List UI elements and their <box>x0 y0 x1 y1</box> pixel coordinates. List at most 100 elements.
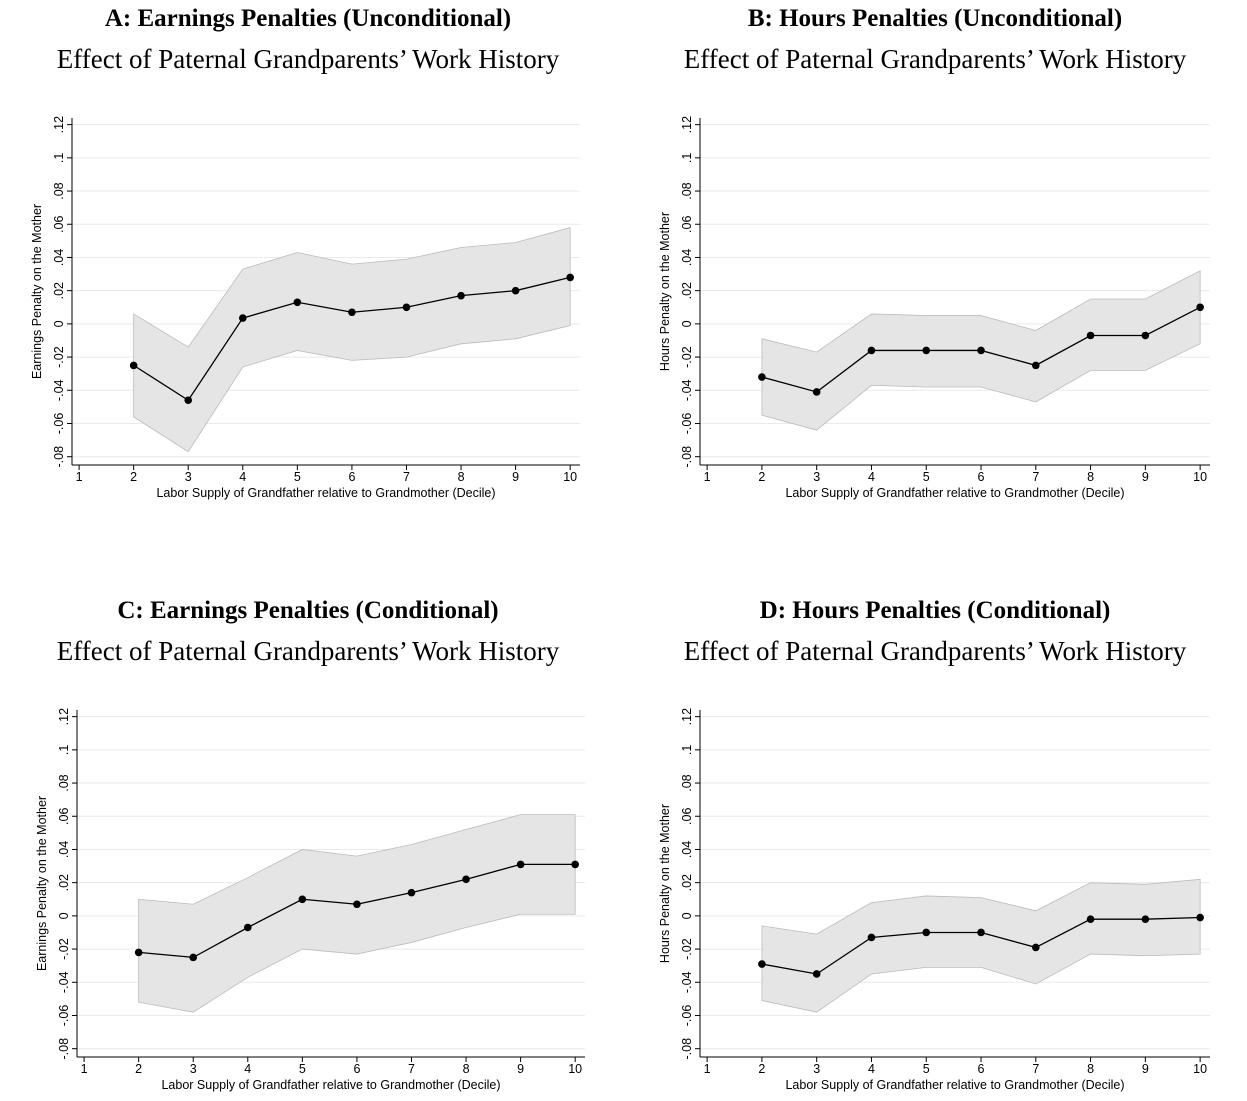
estimate-point <box>977 346 985 355</box>
estimate-point <box>134 948 143 957</box>
panel-subtitle: Effect of Paternal Grandparents’ Work Hi… <box>57 44 560 74</box>
x-tick-label: 5 <box>299 1062 306 1076</box>
x-tick-label: 6 <box>348 470 355 484</box>
y-tick-label: .1 <box>680 745 694 755</box>
estimate-point <box>566 273 574 282</box>
estimate-point <box>516 860 525 869</box>
estimate-point <box>922 928 931 937</box>
y-tick-label: .08 <box>680 182 694 199</box>
x-tick-label: 7 <box>408 1062 415 1076</box>
panel-subtitle: Effect of Paternal Grandparents’ Work Hi… <box>684 44 1187 74</box>
estimate-point <box>243 923 252 932</box>
panel-title: B: Hours Penalties (Unconditional) <box>748 5 1122 32</box>
x-tick-label: 9 <box>512 470 519 484</box>
x-tick-label: 4 <box>868 1062 875 1076</box>
estimate-point <box>184 396 193 405</box>
x-tick-label: 8 <box>458 470 465 484</box>
y-tick-label: .1 <box>52 153 66 163</box>
y-tick-label: .06 <box>680 216 694 233</box>
estimate-point <box>407 888 416 897</box>
x-tick-label: 2 <box>130 470 137 484</box>
estimate-point <box>812 388 821 396</box>
y-tick-label: .08 <box>680 774 694 791</box>
y-tick-label: -.08 <box>57 1038 71 1060</box>
y-tick-label: -.06 <box>680 413 694 435</box>
estimate-point <box>1032 943 1040 952</box>
estimate-point <box>867 346 876 355</box>
x-tick-label: 3 <box>813 470 820 484</box>
y-tick-label: .08 <box>52 182 66 199</box>
y-tick-label: -.04 <box>52 379 66 401</box>
y-tick-label: .12 <box>57 708 71 725</box>
x-tick-label: 1 <box>76 470 83 484</box>
estimate-point <box>1032 361 1040 370</box>
x-tick-label: 9 <box>517 1062 524 1076</box>
x-axis-label: Labor Supply of Grandfather relative to … <box>161 1078 500 1092</box>
y-axis-label: Hours Penalty on the Mother <box>658 212 672 371</box>
estimate-point <box>238 314 247 322</box>
x-tick-label: 8 <box>1087 1062 1094 1076</box>
x-tick-label: 9 <box>1142 470 1149 484</box>
y-tick-label: -.02 <box>57 938 71 960</box>
estimate-point <box>758 960 766 968</box>
y-tick-label: .12 <box>680 116 694 133</box>
x-tick-label: 8 <box>463 1062 470 1076</box>
estimate-point <box>1141 331 1150 340</box>
x-tick-label: 1 <box>81 1062 88 1076</box>
x-tick-label: 6 <box>353 1062 360 1076</box>
estimate-point <box>1086 915 1095 923</box>
estimate-point <box>867 933 876 942</box>
estimate-point <box>402 303 411 312</box>
y-tick-label: -.02 <box>52 346 66 368</box>
x-tick-label: 4 <box>239 470 246 484</box>
panel-subtitle: Effect of Paternal Grandparents’ Work Hi… <box>57 636 560 666</box>
x-axis-label: Labor Supply of Grandfather relative to … <box>785 1078 1124 1092</box>
estimate-point <box>977 928 985 937</box>
y-tick-label: .12 <box>680 708 694 725</box>
y-tick-label: 0 <box>680 320 694 327</box>
y-tick-label: -.06 <box>57 1005 71 1027</box>
x-tick-label: 9 <box>1142 1062 1149 1076</box>
x-tick-label: 5 <box>923 1062 930 1076</box>
estimate-point <box>1196 303 1204 312</box>
panel-title: C: Earnings Penalties (Conditional) <box>117 597 498 624</box>
y-tick-label: -.04 <box>680 971 694 993</box>
estimate-point <box>571 860 579 869</box>
y-tick-label: .04 <box>57 841 71 858</box>
x-tick-label: 5 <box>294 470 301 484</box>
y-axis-label: Hours Penalty on the Mother <box>658 804 672 963</box>
x-tick-label: 4 <box>244 1062 251 1076</box>
estimate-point <box>1196 913 1204 922</box>
x-tick-label: 6 <box>978 1062 985 1076</box>
x-tick-label: 4 <box>868 470 875 484</box>
y-tick-label: 0 <box>680 912 694 919</box>
x-tick-label: 1 <box>704 1062 711 1076</box>
y-axis-label: Earnings Penalty on the Mother <box>35 796 49 971</box>
estimate-point <box>457 291 465 300</box>
estimate-point <box>1086 331 1095 340</box>
y-tick-label: .1 <box>57 745 71 755</box>
y-tick-label: .02 <box>680 282 694 299</box>
y-tick-label: .06 <box>52 216 66 233</box>
estimate-point <box>812 970 821 978</box>
y-tick-label: .02 <box>680 874 694 891</box>
y-tick-label: .1 <box>680 153 694 163</box>
y-tick-label: -.04 <box>680 379 694 401</box>
panel-title: D: Hours Penalties (Conditional) <box>760 597 1111 624</box>
y-tick-label: -.02 <box>680 346 694 368</box>
estimate-point <box>1141 915 1150 923</box>
x-tick-label: 6 <box>978 470 985 484</box>
estimate-point <box>922 346 931 355</box>
panel-title: A: Earnings Penalties (Unconditional) <box>105 5 511 32</box>
x-tick-label: 5 <box>923 470 930 484</box>
y-tick-label: -.08 <box>680 446 694 468</box>
y-tick-label: 0 <box>57 912 71 919</box>
x-tick-label: 1 <box>704 470 711 484</box>
estimate-point <box>298 895 307 904</box>
estimate-point <box>293 298 302 307</box>
y-tick-label: .04 <box>680 249 694 266</box>
y-tick-label: .08 <box>57 774 71 791</box>
estimate-point <box>758 373 766 381</box>
estimate-point <box>129 361 138 370</box>
y-tick-label: -.06 <box>680 1005 694 1027</box>
